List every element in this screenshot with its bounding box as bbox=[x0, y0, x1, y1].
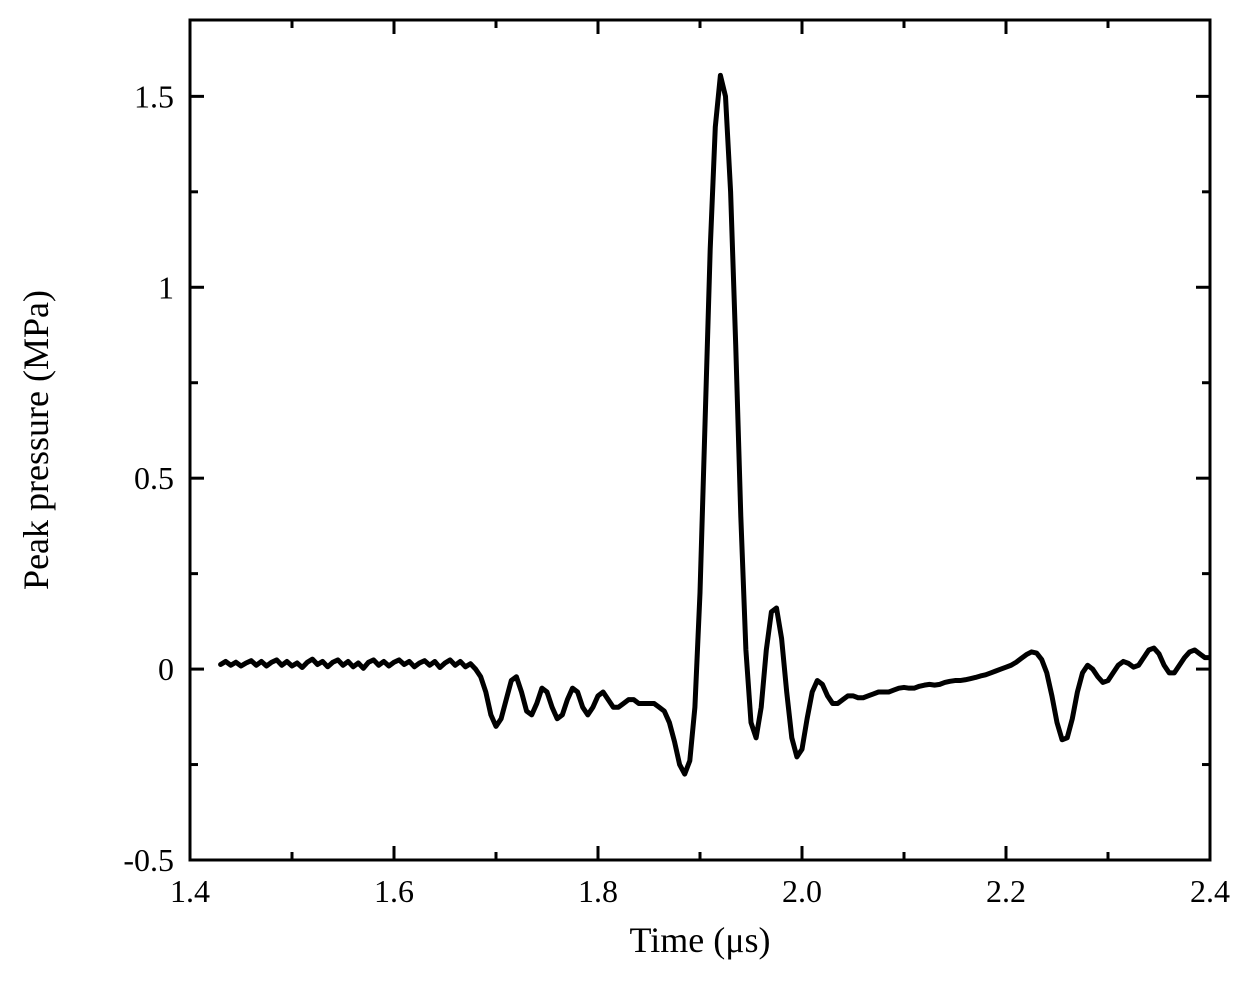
x-tick-label: 1.8 bbox=[578, 873, 618, 909]
chart-container: 1.4 1.6 1.8 2.0 2.2 2.4 -0.5 0 0.5 1 1.5 Time (μs) P… bbox=[0, 0, 1240, 983]
y-axis-label: Peak pressure (MPa) bbox=[16, 290, 56, 590]
x-tick-label: 1.4 bbox=[170, 873, 210, 909]
x-tick-label: 2.0 bbox=[782, 873, 822, 909]
x-tick-label: 2.4 bbox=[1190, 873, 1230, 909]
y-tick-label: 1.5 bbox=[134, 78, 174, 114]
y-tick-label: 0 bbox=[158, 651, 174, 687]
chart-background bbox=[0, 0, 1240, 983]
x-tick-label: 1.6 bbox=[374, 873, 414, 909]
y-tick-label: 1 bbox=[158, 269, 174, 305]
x-axis-label: Time (μs) bbox=[630, 920, 771, 960]
y-tick-label: -0.5 bbox=[123, 842, 174, 878]
y-tick-label: 0.5 bbox=[134, 460, 174, 496]
pressure-time-chart: 1.4 1.6 1.8 2.0 2.2 2.4 -0.5 0 0.5 1 1.5 Time (μs) P… bbox=[0, 0, 1240, 983]
x-tick-label: 2.2 bbox=[986, 873, 1026, 909]
